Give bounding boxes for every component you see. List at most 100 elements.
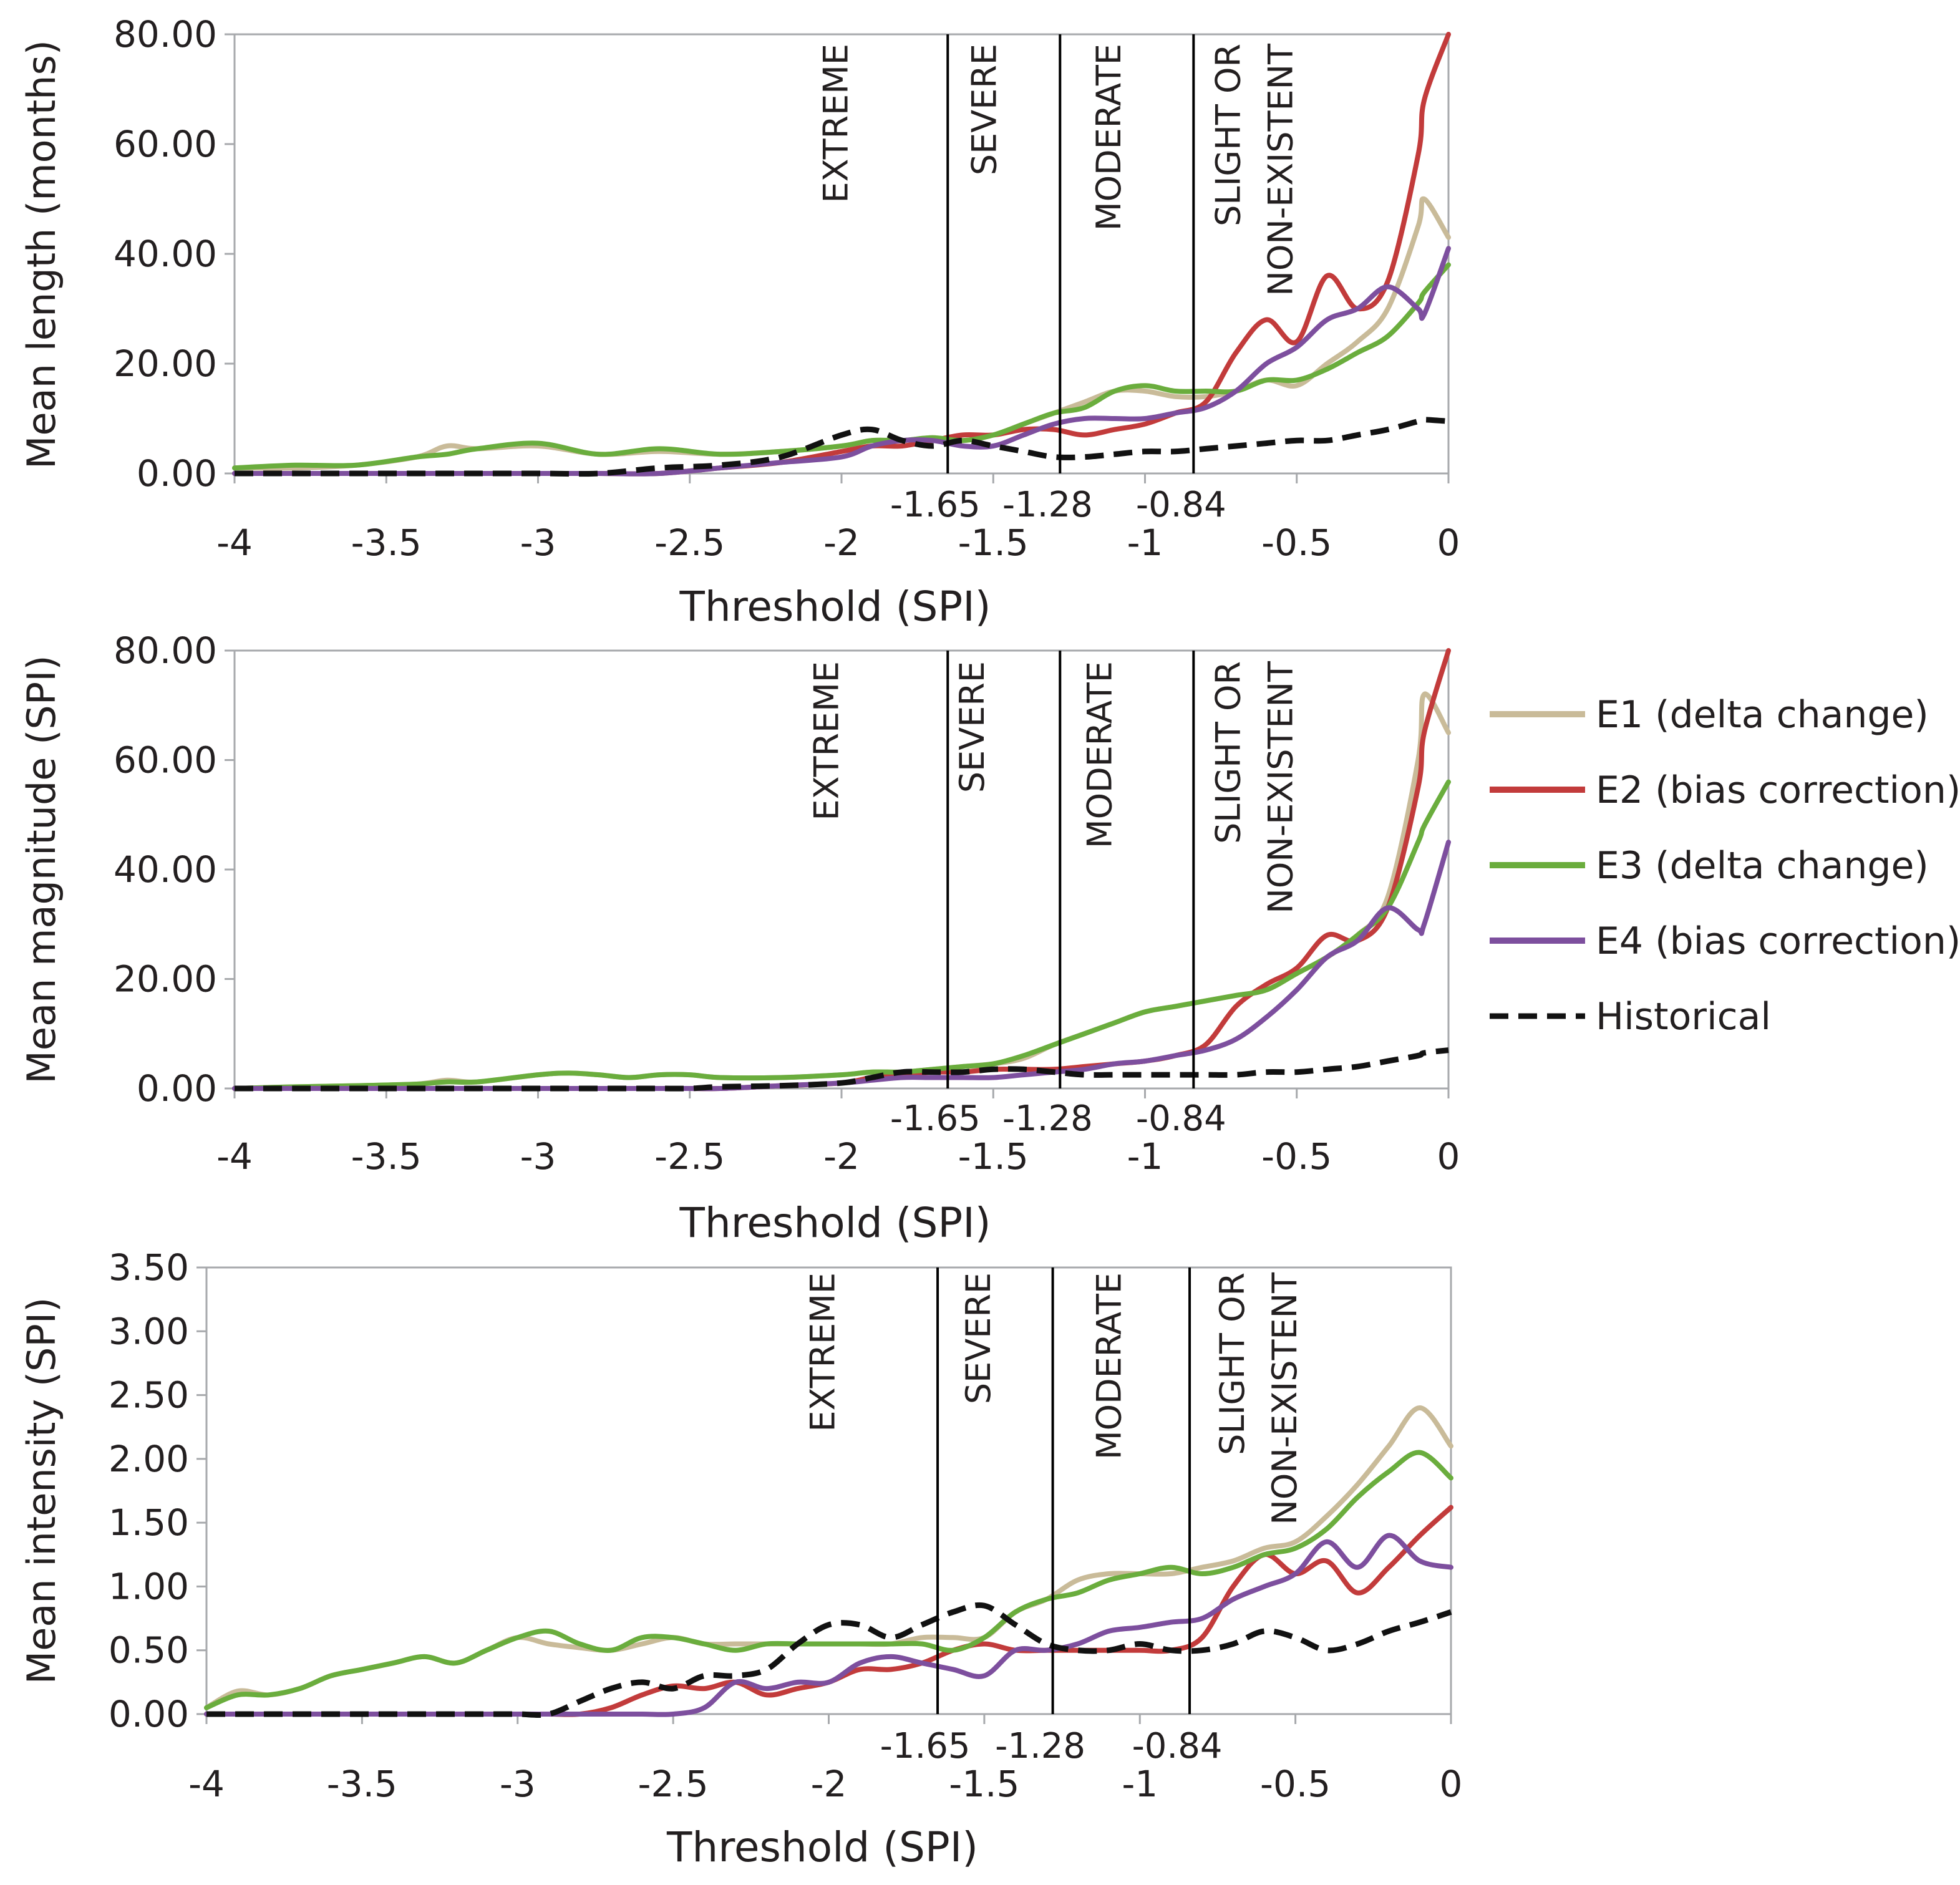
x-tick-label: -3.5 [351, 1135, 422, 1178]
series-line-Hist [206, 1602, 1452, 1718]
x-tick-label: -2 [823, 1135, 860, 1178]
y-tick-label: 2.00 [109, 1438, 189, 1480]
zone-label: MODERATE [1089, 44, 1128, 231]
y-tick-label: 0.00 [137, 452, 217, 495]
y-tick-label: 60.00 [114, 739, 217, 782]
x-tick-label: -0.5 [1261, 1135, 1332, 1178]
y-tick-label: 40.00 [114, 848, 217, 891]
x-tick-label: -1 [1122, 1763, 1158, 1805]
legend-label-E3: E3 (delta change) [1596, 844, 1929, 888]
zone-label: SLIGHT OR NON-EXISTENT [1213, 1272, 1304, 1525]
zone-label-line: NON-EXISTENT [1265, 1272, 1304, 1525]
x-axis-title: Threshold (SPI) [679, 583, 991, 631]
legend-label-E2: E2 (bias correction) [1596, 768, 1960, 812]
series-line-E3 [204, 1450, 1453, 1710]
zone-label-line: NON-EXISTENT [1261, 661, 1301, 914]
threshold-label: -1.28 [995, 1726, 1085, 1766]
chart-panel-2: 0.00 20.00 40.00 60.00 80.00 -4 -3.5 -3 -2.5 -2 -1… [19, 629, 1460, 1247]
zone-label: MODERATE [1089, 1272, 1128, 1460]
zone-label: SLIGHT OR NON-EXISTENT [1209, 43, 1301, 296]
zone-label-line: MODERATE [1089, 1272, 1128, 1460]
x-tick-label: 0 [1437, 1135, 1460, 1178]
x-tick-label: -0.5 [1260, 1763, 1331, 1805]
x-tick-label: -3.5 [351, 521, 422, 564]
y-tick-label: 0.00 [137, 1067, 217, 1110]
x-tick-label: -4 [216, 1135, 253, 1178]
zone-label: SEVERE [953, 661, 992, 793]
threshold-label: -1.28 [1002, 1098, 1093, 1139]
zone-label: SEVERE [959, 1272, 998, 1404]
legend: E1 (delta change) E2 (bias correction) E3 … [1490, 693, 1960, 1039]
legend-label-Hist: Historical [1596, 995, 1771, 1039]
zone-label: SLIGHT OR NON-EXISTENT [1209, 661, 1301, 914]
zone-label-line: SEVERE [959, 1272, 998, 1404]
chart-panel-1: 0.00 20.00 40.00 60.00 80.00 -4 -3.5 -3 -2.5 -2 -1… [19, 13, 1460, 631]
series-line-Hist [235, 417, 1449, 477]
y-tick-label: 2.50 [109, 1374, 189, 1417]
threshold-label: -1.65 [890, 1098, 981, 1139]
zone-label-line: SEVERE [953, 661, 992, 793]
threshold-label: -0.84 [1136, 485, 1226, 525]
y-tick-label: 20.00 [114, 342, 217, 385]
y-tick-label: 80.00 [114, 13, 217, 56]
legend-label-E4: E4 (bias correction) [1596, 919, 1960, 963]
y-axis-title: Mean intensity (SPI) [19, 1297, 64, 1685]
series-line-E3 [232, 262, 1451, 471]
y-tick-label: 20.00 [114, 958, 217, 1001]
zone-label-line: SLIGHT OR [1209, 661, 1248, 844]
x-tick-label: -1 [1127, 1135, 1163, 1178]
zone-label-line: SLIGHT OR [1209, 44, 1248, 226]
threshold-label: -1.28 [1002, 485, 1093, 525]
zone-label-line: NON-EXISTENT [1261, 43, 1301, 296]
zone-label-line: EXTREME [803, 1272, 843, 1432]
x-tick-label: -1 [1127, 521, 1163, 564]
y-tick-label: 3.00 [109, 1310, 189, 1352]
x-tick-label: -1.5 [958, 1135, 1029, 1178]
y-tick-label: 80.00 [114, 629, 217, 672]
x-tick-label: -4 [216, 521, 253, 564]
chart-panel-3: 0.00 0.50 1.00 1.50 2.00 2.50 3.00 3.50 -4 -3.5 -3… [19, 1246, 1462, 1871]
legend-label-E1: E1 (delta change) [1596, 693, 1929, 737]
y-tick-label: 0.50 [109, 1629, 189, 1672]
zone-label-line: MODERATE [1080, 661, 1120, 848]
y-tick-label: 3.50 [109, 1246, 189, 1289]
zone-label-line: SLIGHT OR [1213, 1272, 1252, 1455]
x-tick-label: -1.5 [958, 521, 1029, 564]
x-tick-label: -0.5 [1261, 521, 1332, 564]
x-tick-label: 0 [1440, 1763, 1463, 1805]
x-tick-label: -3 [520, 521, 556, 564]
zone-label: EXTREME [803, 1272, 843, 1432]
x-tick-label: -3 [520, 1135, 556, 1178]
x-axis-title: Threshold (SPI) [679, 1199, 991, 1247]
y-tick-label: 0.00 [109, 1693, 189, 1735]
x-tick-label: -2.5 [638, 1763, 709, 1805]
x-axis-title: Threshold (SPI) [666, 1823, 978, 1871]
zone-label-line: MODERATE [1089, 44, 1128, 231]
threshold-label: -0.84 [1136, 1098, 1226, 1139]
threshold-label: -1.65 [890, 485, 981, 525]
x-tick-label: -2 [823, 521, 860, 564]
series-line-Hist [235, 1047, 1449, 1092]
y-axis-title: Mean magnitude (SPI) [19, 655, 64, 1083]
x-tick-label: -3 [500, 1763, 536, 1805]
zone-label: EXTREME [807, 661, 847, 821]
zone-label-line: EXTREME [816, 44, 855, 203]
x-tick-label: -2 [811, 1763, 847, 1805]
y-axis-title: Mean length (months) [19, 40, 64, 469]
threshold-label: -0.84 [1132, 1726, 1223, 1766]
y-tick-label: 40.00 [114, 233, 217, 275]
series-line-E3 [232, 779, 1451, 1091]
zone-label-line: SEVERE [965, 44, 1004, 175]
y-tick-label: 1.00 [109, 1565, 189, 1607]
y-tick-label: 1.50 [109, 1501, 189, 1544]
zone-label: MODERATE [1080, 661, 1120, 848]
zone-label-line: EXTREME [807, 661, 847, 821]
x-tick-label: -4 [188, 1763, 225, 1805]
x-tick-label: -2.5 [654, 1135, 725, 1178]
zone-label: SEVERE [965, 44, 1004, 175]
x-tick-label: 0 [1437, 521, 1460, 564]
zone-label: EXTREME [816, 44, 855, 203]
x-tick-label: -1.5 [949, 1763, 1019, 1805]
threshold-label: -1.65 [880, 1726, 971, 1766]
